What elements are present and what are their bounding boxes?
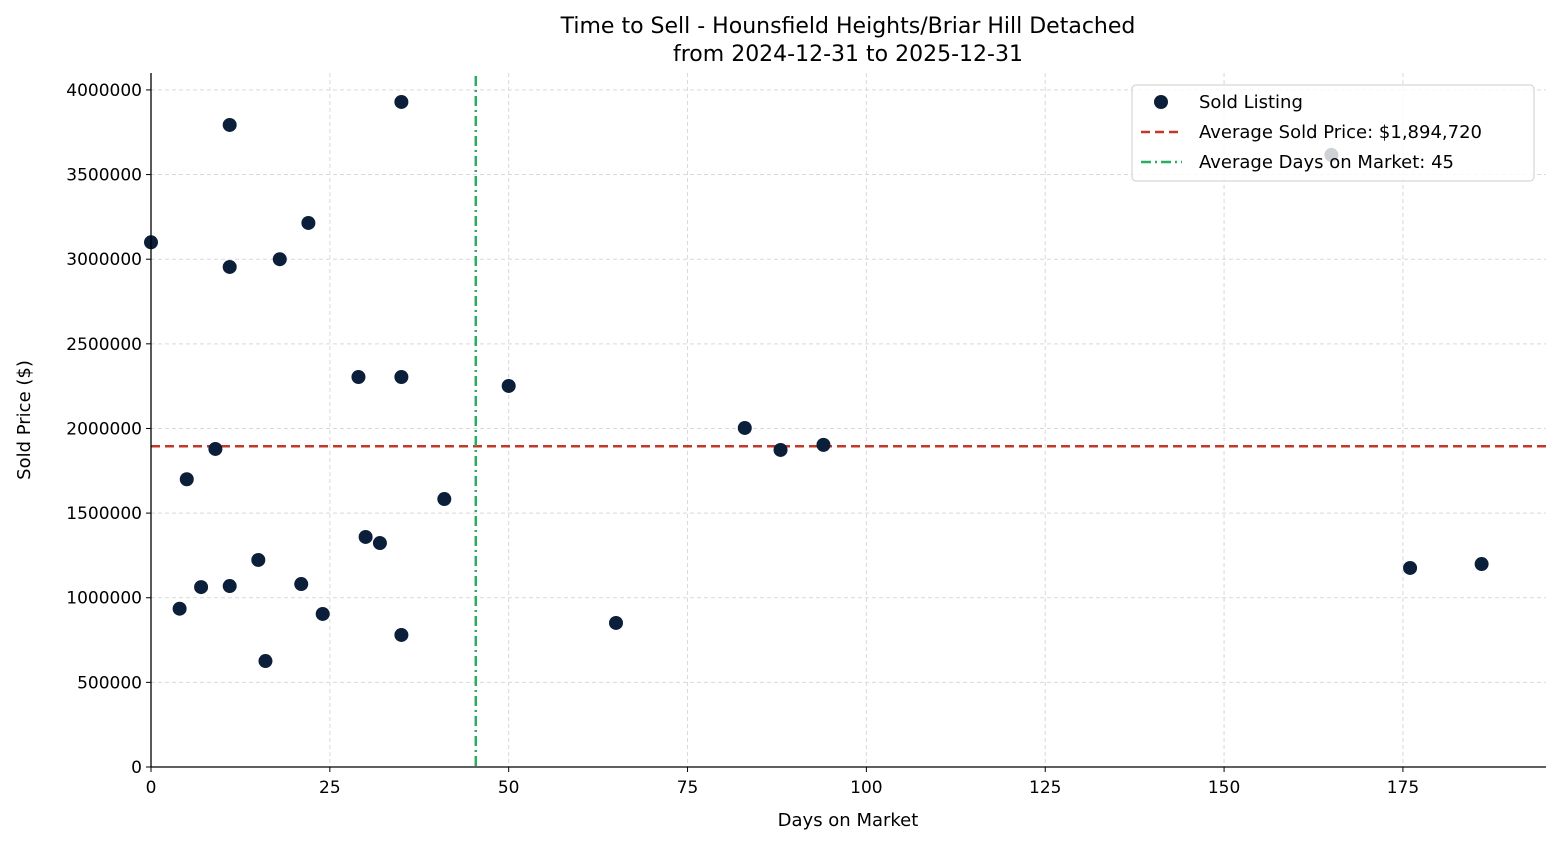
data-point — [437, 492, 452, 507]
data-point — [194, 580, 209, 595]
data-point — [315, 606, 330, 621]
data-point — [1403, 560, 1418, 575]
x-tick-label: 25 — [319, 778, 341, 798]
y-tick-label: 3500000 — [66, 166, 142, 186]
y-tick-label: 2500000 — [66, 335, 142, 355]
y-tick-label: 4000000 — [66, 81, 142, 101]
data-point — [1474, 557, 1489, 572]
data-point — [208, 441, 223, 456]
x-tick-label: 0 — [146, 778, 157, 798]
data-point — [351, 370, 366, 385]
data-point — [258, 654, 273, 669]
legend: Sold Listing Average Sold Price: $1,894,… — [1131, 84, 1535, 182]
data-point — [737, 420, 752, 435]
legend-label-avg-days: Average Days on Market: 45 — [1199, 152, 1454, 173]
data-point — [272, 252, 287, 267]
y-tick-label: 0 — [131, 758, 142, 778]
data-point — [222, 579, 237, 594]
legend-marker-points — [1154, 95, 1168, 109]
data-point — [251, 552, 266, 567]
x-tick-label: 150 — [1208, 778, 1240, 798]
data-point — [358, 529, 373, 544]
data-point — [222, 259, 237, 274]
data-point — [816, 437, 831, 452]
y-tick-label: 1500000 — [66, 504, 142, 524]
data-point — [501, 378, 516, 393]
y-tick-label: 3000000 — [66, 250, 142, 270]
legend-label-avg-price: Average Sold Price: $1,894,720 — [1199, 122, 1482, 143]
y-axis-label: Sold Price ($) — [14, 360, 35, 480]
x-tick-label: 175 — [1387, 778, 1419, 798]
data-point — [372, 536, 387, 551]
data-point — [773, 442, 788, 457]
data-point — [179, 472, 194, 487]
data-point — [609, 615, 623, 630]
ticks: 0 25 50 75 100 125 150 175 0 500000 1000000 1500000… — [66, 81, 1419, 798]
data-point — [294, 577, 309, 592]
y-tick-label: 500000 — [77, 673, 142, 693]
chart-subtitle: from 2024-12-31 to 2025-12-31 — [673, 42, 1023, 67]
x-tick-label: 75 — [677, 778, 699, 798]
legend-label-points: Sold Listing — [1199, 92, 1303, 113]
reference-lines — [151, 76, 1546, 767]
data-point — [222, 117, 237, 132]
x-tick-label: 50 — [498, 778, 520, 798]
chart-title: Time to Sell - Hounsfield Heights/Briar … — [560, 14, 1136, 39]
data-point — [172, 601, 187, 616]
x-tick-label: 100 — [850, 778, 882, 798]
y-tick-label: 1000000 — [66, 589, 142, 609]
data-point — [394, 370, 409, 385]
x-axis-label: Days on Market — [778, 810, 919, 831]
data-point — [394, 627, 409, 642]
x-tick-label: 125 — [1029, 778, 1061, 798]
y-tick-label: 2000000 — [66, 419, 142, 439]
data-point — [301, 215, 316, 230]
data-point — [394, 94, 409, 109]
